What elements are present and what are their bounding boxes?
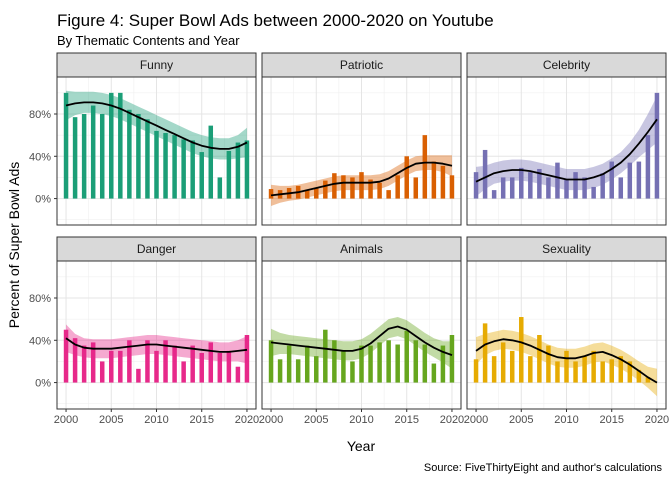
bar-animals-2014 [395, 345, 400, 383]
x-axis-title: Year [347, 438, 376, 454]
bar-danger-2013 [181, 361, 186, 382]
strip-label-animals: Animals [340, 242, 383, 256]
bar-animals-2012 [377, 342, 382, 382]
bar-animals-2005 [314, 356, 319, 382]
strip-label-celebrity: Celebrity [543, 58, 590, 72]
x-tick-label: 2000 [259, 414, 283, 426]
panel-funny: Funny [57, 53, 256, 225]
x-tick-label: 2020 [235, 414, 259, 426]
panel-celebrity: Celebrity [467, 53, 666, 225]
bar-danger-2008 [136, 369, 141, 383]
bar-funny-2004 [100, 114, 105, 199]
chart-subtitle: By Thematic Contents and Year [57, 33, 240, 48]
x-tick-label: 2000 [464, 414, 488, 426]
bar-celebrity-2013 [591, 187, 596, 199]
x-tick-label: 2015 [189, 414, 213, 426]
bar-funny-2010 [154, 131, 159, 199]
bar-funny-2015 [199, 152, 204, 199]
x-tick-label: 2010 [144, 414, 168, 426]
y-tick-label: 0% [35, 378, 51, 390]
bar-celebrity-2002 [492, 190, 497, 198]
panel-danger: Danger [57, 237, 256, 409]
x-tick-label: 2020 [645, 414, 669, 426]
bar-patriotic-2016 [414, 177, 419, 198]
bar-danger-2010 [154, 351, 159, 383]
chart-title: Figure 4: Super Bowl Ads between 2000-20… [57, 11, 494, 30]
panel-sexuality: Sexuality [467, 237, 666, 409]
x-tick-label: 2010 [554, 414, 578, 426]
bar-funny-2011 [163, 133, 168, 199]
y-tick-label: 40% [29, 335, 51, 347]
panel-animals: Animals [262, 237, 461, 409]
bar-animals-2018 [432, 364, 437, 383]
bar-celebrity-2016 [619, 177, 624, 198]
bar-sexuality-2014 [600, 361, 605, 382]
y-axis-ticks: 0% 40% 80% 0% 40% 80% [29, 109, 57, 390]
bar-funny-2003 [91, 106, 96, 199]
y-tick-label: 80% [29, 109, 51, 121]
strip-label-patriotic: Patriotic [340, 58, 383, 72]
bar-danger-2019 [236, 367, 241, 383]
panels: Funny Patriotic Celebrity Danger Animals Sexu… [57, 53, 666, 409]
bar-celebrity-2017 [628, 163, 633, 199]
x-tick-label: 2015 [394, 414, 418, 426]
x-tick-label: 2005 [99, 414, 123, 426]
x-tick-label: 2005 [509, 414, 533, 426]
x-tick-label: 2020 [440, 414, 464, 426]
bar-animals-2013 [386, 340, 391, 382]
bar-animals-2009 [350, 361, 355, 382]
bar-animals-2001 [278, 359, 283, 382]
panel-patriotic: Patriotic [262, 53, 461, 225]
y-tick-label: 0% [35, 194, 51, 206]
bar-funny-2016 [209, 126, 214, 199]
bar-celebrity-2018 [637, 162, 642, 199]
strip-label-danger: Danger [137, 242, 176, 256]
bar-sexuality-2006 [528, 356, 533, 382]
x-tick-label: 2015 [599, 414, 623, 426]
bar-funny-2002 [82, 114, 87, 199]
bar-danger-2004 [100, 361, 105, 382]
bar-funny-2017 [218, 177, 223, 198]
x-tick-label: 2000 [54, 414, 78, 426]
y-tick-label: 80% [29, 293, 51, 305]
y-axis-title: Percent of Super Bowl Ads [6, 162, 22, 329]
chart-caption: Source: FiveThirtyEight and author's cal… [424, 462, 663, 474]
x-tick-label: 2010 [349, 414, 373, 426]
x-tick-label: 2005 [304, 414, 328, 426]
bar-sexuality-2002 [492, 356, 497, 382]
strip-label-funny: Funny [140, 58, 173, 72]
bar-patriotic-2013 [386, 190, 391, 198]
strip-label-sexuality: Sexuality [542, 242, 591, 256]
bar-patriotic-2020 [450, 175, 455, 198]
bar-funny-2001 [73, 117, 78, 198]
y-tick-label: 40% [29, 151, 51, 163]
bar-sexuality-2004 [510, 351, 515, 383]
bar-animals-2003 [296, 359, 301, 382]
